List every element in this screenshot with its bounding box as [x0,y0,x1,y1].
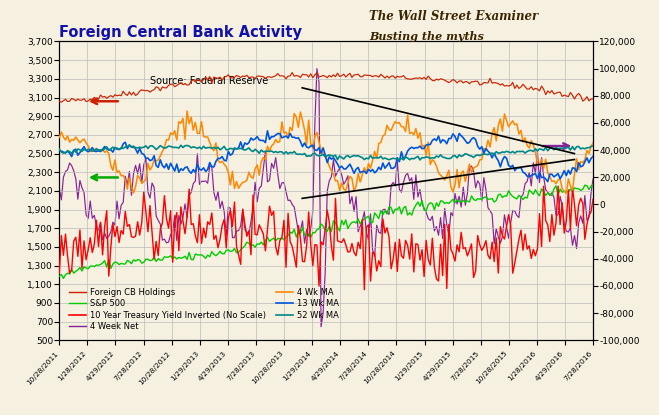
Legend: Foreign CB Holdings, S&P 500, 10 Year Treasury Yield Inverted (No Scale), 4 Week: Foreign CB Holdings, S&P 500, 10 Year Tr… [66,284,343,334]
Text: Source: Federal Reserve: Source: Federal Reserve [150,76,268,86]
Text: Foreign Central Bank Activity: Foreign Central Bank Activity [59,25,302,40]
Text: Busting the myths: Busting the myths [369,31,484,42]
Text: The Wall Street Examiner: The Wall Street Examiner [369,10,538,23]
